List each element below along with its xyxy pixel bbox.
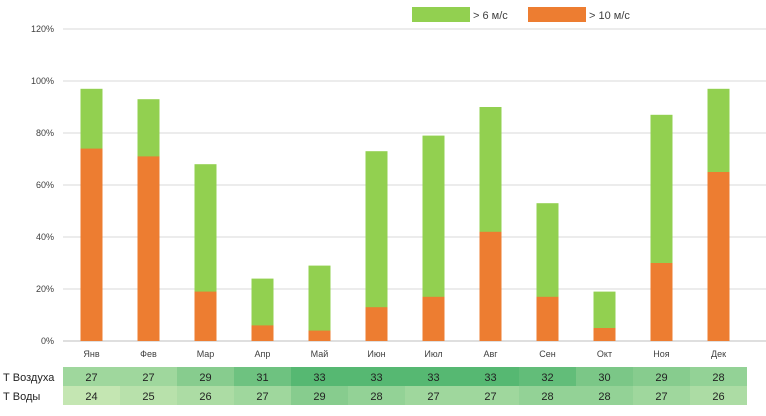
table-row-label: Т Воздуха	[3, 372, 55, 384]
x-tick-label: Дек	[711, 349, 726, 359]
table-cell-value: 28	[370, 391, 382, 403]
x-tick-label: Фев	[140, 349, 157, 359]
table-cell-value: 29	[199, 372, 211, 384]
x-tick-label: Авг	[483, 349, 498, 359]
table-cell-value: 28	[541, 391, 553, 403]
table-cell	[462, 386, 519, 405]
legend-label: > 10 м/с	[589, 10, 630, 22]
bar-over-6	[422, 135, 445, 341]
bar-over-6	[365, 151, 388, 341]
table-cell-value: 27	[655, 391, 667, 403]
table-cell-value: 30	[598, 372, 610, 384]
table-cell-value: 27	[427, 391, 439, 403]
table-cell-value: 28	[712, 372, 724, 384]
table-cell-value: 33	[484, 372, 496, 384]
bar-over-10	[536, 296, 559, 341]
table-cell	[63, 386, 120, 405]
x-tick-label: Окт	[597, 349, 612, 359]
bar-over-10	[308, 330, 331, 341]
y-tick-label: 20%	[36, 284, 54, 294]
table-cell	[576, 367, 633, 386]
x-tick-label: Янв	[83, 349, 99, 359]
table-cell-value: 32	[541, 372, 553, 384]
y-tick-label: 100%	[31, 76, 54, 86]
table-cell-value: 33	[370, 372, 382, 384]
table-cell	[291, 386, 348, 405]
table-cell	[63, 367, 120, 386]
x-tick-label: Апр	[255, 349, 271, 359]
x-tick-label: Сен	[539, 349, 556, 359]
table-cell-value: 27	[142, 372, 154, 384]
table-row-label: Т Воды	[3, 391, 40, 403]
table-cell-value: 33	[427, 372, 439, 384]
table-cell-value: 26	[199, 391, 211, 403]
table-cell	[633, 367, 690, 386]
y-tick-label: 0%	[41, 336, 54, 346]
legend: > 6 м/с > 10 м/с	[412, 7, 630, 22]
table-cell-value: 29	[655, 372, 667, 384]
table-cell	[177, 386, 234, 405]
x-tick-label: Мар	[197, 349, 215, 359]
table-cell-value: 27	[256, 391, 268, 403]
table-cell-value: 27	[484, 391, 496, 403]
table-cell	[177, 367, 234, 386]
bars	[80, 88, 730, 341]
bar-over-10	[593, 328, 616, 341]
legend-swatch	[412, 7, 470, 22]
y-axis-ticks: 0% 20% 40% 60% 80% 100% 120%	[31, 24, 54, 346]
y-tick-label: 120%	[31, 24, 54, 34]
table-cell	[405, 386, 462, 405]
bar-over-10	[194, 291, 217, 341]
x-tick-label: Май	[311, 349, 329, 359]
bar-over-10	[365, 307, 388, 341]
legend-label: > 6 м/с	[473, 10, 508, 22]
bar-over-10	[80, 148, 103, 341]
legend-swatch	[528, 7, 586, 22]
table-cell	[405, 367, 462, 386]
y-tick-label: 60%	[36, 180, 54, 190]
table-cell-value: 28	[598, 391, 610, 403]
x-axis-ticks: Янв Фев Мар Апр Май Июн Июл Авг Сен Окт Ноя Дек	[83, 349, 726, 359]
table-cell-value: 26	[712, 391, 724, 403]
table-cell-value: 25	[142, 391, 154, 403]
table-cell	[576, 386, 633, 405]
table-cell	[462, 367, 519, 386]
x-tick-label: Июл	[424, 349, 442, 359]
table-cell	[348, 367, 405, 386]
bar-over-6	[308, 265, 331, 341]
temperature-table: Т Воздуха 27 27 29 31 33 33 33 33 32 30 29 28 Т Воды 2…	[3, 367, 747, 405]
table-cell	[519, 386, 576, 405]
table-cell	[690, 386, 747, 405]
table-cell	[348, 386, 405, 405]
table-cell	[234, 386, 291, 405]
table-cell	[519, 367, 576, 386]
bar-over-10	[422, 296, 445, 341]
bar-over-10	[650, 263, 673, 341]
bar-over-10	[707, 172, 730, 341]
table-cell-value: 31	[256, 372, 268, 384]
table-cell	[690, 367, 747, 386]
table-cell	[633, 386, 690, 405]
y-tick-label: 80%	[36, 128, 54, 138]
table-cell-value: 24	[85, 391, 97, 403]
gridlines	[63, 28, 766, 342]
bar-over-10	[137, 156, 160, 341]
x-tick-label: Июн	[367, 349, 385, 359]
bar-over-10	[479, 231, 502, 341]
table-cell	[120, 386, 177, 405]
table-cell-value: 29	[313, 391, 325, 403]
table-cell	[291, 367, 348, 386]
table-cell-value: 27	[85, 372, 97, 384]
table-cell	[120, 367, 177, 386]
table-cell-value: 33	[313, 372, 325, 384]
bar-over-10	[251, 325, 274, 341]
y-tick-label: 40%	[36, 232, 54, 242]
table-cell	[234, 367, 291, 386]
x-tick-label: Ноя	[653, 349, 670, 359]
